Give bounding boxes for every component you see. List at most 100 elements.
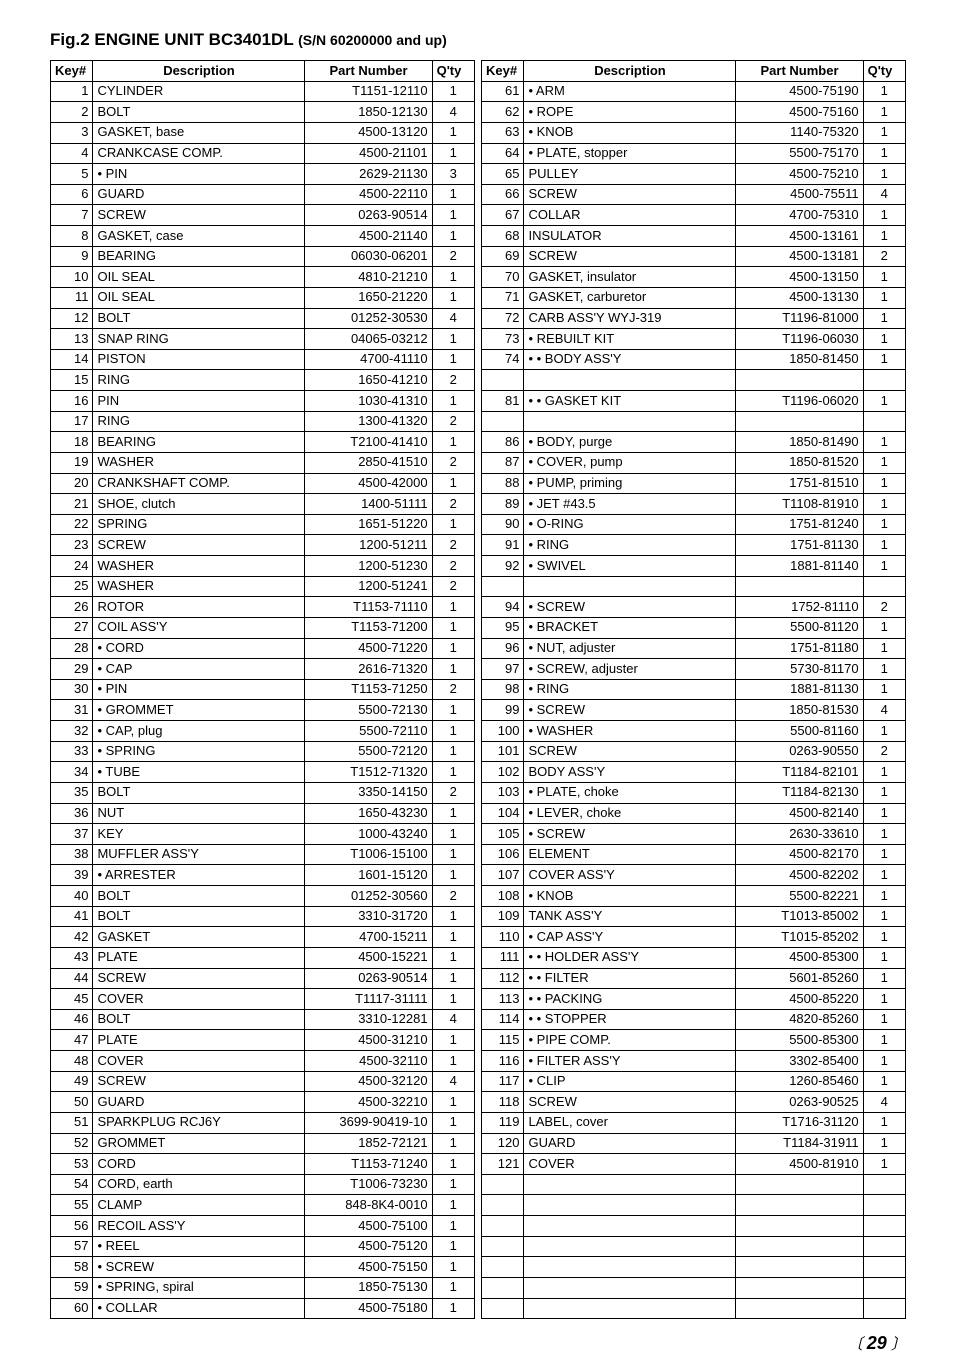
cell-key: 6 [51,184,93,205]
cell-key: 97 [482,659,524,680]
table-row: 43PLATE4500-152211 [51,947,475,968]
cell-pn: 4500-32210 [305,1092,432,1113]
cell-desc: • SPRING, spiral [93,1277,305,1298]
cell-desc: • • FILTER [524,968,736,989]
cell-desc: RING [93,370,305,391]
cell-key: 56 [51,1216,93,1237]
cell-qty: 1 [432,329,474,350]
cell-key: 30 [51,679,93,700]
cell-qty [863,370,905,391]
cell-desc: GASKET, carburetor [524,287,736,308]
cell-key [482,1277,524,1298]
table-row: 41BOLT3310-317201 [51,906,475,927]
cell-pn: T1512-71320 [305,762,432,783]
cell-desc: ELEMENT [524,844,736,865]
cell-pn: 4500-32110 [305,1051,432,1072]
cell-key: 54 [51,1174,93,1195]
cell-desc: BODY ASS'Y [524,762,736,783]
cell-qty: 1 [863,102,905,123]
col-desc: Description [524,61,736,82]
cell-qty: 2 [432,782,474,803]
table-row: 18BEARINGT2100-414101 [51,432,475,453]
cell-pn: T1153-71240 [305,1154,432,1175]
cell-key: 14 [51,349,93,370]
table-row: 63• KNOB1140-753201 [482,122,906,143]
cell-key: 64 [482,143,524,164]
cell-key: 42 [51,927,93,948]
cell-desc: COVER ASS'Y [524,865,736,886]
cell-desc: • REBUILT KIT [524,329,736,350]
cell-key: 65 [482,164,524,185]
cell-qty: 1 [863,143,905,164]
table-row [482,576,906,597]
cell-key: 51 [51,1112,93,1133]
cell-desc: • ROPE [524,102,736,123]
cell-desc [524,1216,736,1237]
table-row [482,1298,906,1319]
cell-key: 3 [51,122,93,143]
cell-qty: 1 [432,989,474,1010]
cell-pn: 4500-75210 [736,164,863,185]
cell-key: 68 [482,226,524,247]
parts-table-left: Key# Description Part Number Q'ty 1CYLIN… [50,60,475,1319]
cell-pn: 5730-81170 [736,659,863,680]
cell-desc: WASHER [93,452,305,473]
table-row: 22SPRING1651-512201 [51,514,475,535]
cell-qty: 1 [863,1112,905,1133]
cell-qty: 1 [863,452,905,473]
cell-desc: PULLEY [524,164,736,185]
table-row [482,1216,906,1237]
cell-qty: 1 [432,638,474,659]
cell-pn: 4500-13161 [736,226,863,247]
cell-qty: 2 [432,535,474,556]
cell-desc: • KNOB [524,886,736,907]
cell-qty: 2 [432,411,474,432]
table-row: 71GASKET, carburetor4500-131301 [482,287,906,308]
cell-qty: 1 [863,473,905,494]
cell-pn: 4500-13181 [736,246,863,267]
cell-qty: 1 [432,184,474,205]
cell-pn: 1881-81140 [736,556,863,577]
cell-desc [524,1236,736,1257]
cell-key: 33 [51,741,93,762]
cell-desc: • GROMMET [93,700,305,721]
cell-desc: • CLIP [524,1071,736,1092]
cell-desc: • RING [524,535,736,556]
cell-qty: 4 [863,184,905,205]
cell-desc: SCREW [524,184,736,205]
table-row: 52GROMMET1852-721211 [51,1133,475,1154]
cell-key [482,411,524,432]
cell-pn: 01252-30560 [305,886,432,907]
table-row: 73• REBUILT KITT1196-060301 [482,329,906,350]
cell-qty: 1 [432,81,474,102]
cell-desc: • SPRING [93,741,305,762]
table-row: 32• CAP, plug5500-721101 [51,721,475,742]
table-row [482,1236,906,1257]
cell-qty: 3 [432,164,474,185]
cell-key: 107 [482,865,524,886]
cell-key: 109 [482,906,524,927]
cell-key: 29 [51,659,93,680]
cell-key: 10 [51,267,93,288]
cell-desc: • PIPE COMP. [524,1030,736,1051]
cell-qty: 2 [432,370,474,391]
cell-pn: 1852-72121 [305,1133,432,1154]
cell-qty: 1 [863,721,905,742]
table-row: 30• PINT1153-712502 [51,679,475,700]
table-row: 24WASHER1200-512302 [51,556,475,577]
cell-desc: • FILTER ASS'Y [524,1051,736,1072]
cell-desc: INSULATOR [524,226,736,247]
cell-desc: BOLT [93,102,305,123]
cell-qty: 1 [432,1092,474,1113]
cell-desc: CARB ASS'Y WYJ-319 [524,308,736,329]
table-row: 50GUARD4500-322101 [51,1092,475,1113]
cell-pn: 4500-85300 [736,947,863,968]
table-row: 2BOLT1850-121304 [51,102,475,123]
cell-pn: T1015-85202 [736,927,863,948]
table-row: 5• PIN2629-211303 [51,164,475,185]
table-row: 13SNAP RING04065-032121 [51,329,475,350]
cell-pn: T1151-12110 [305,81,432,102]
cell-desc: SCREW [93,535,305,556]
cell-desc: BEARING [93,432,305,453]
table-row: 27COIL ASS'YT1153-712001 [51,617,475,638]
